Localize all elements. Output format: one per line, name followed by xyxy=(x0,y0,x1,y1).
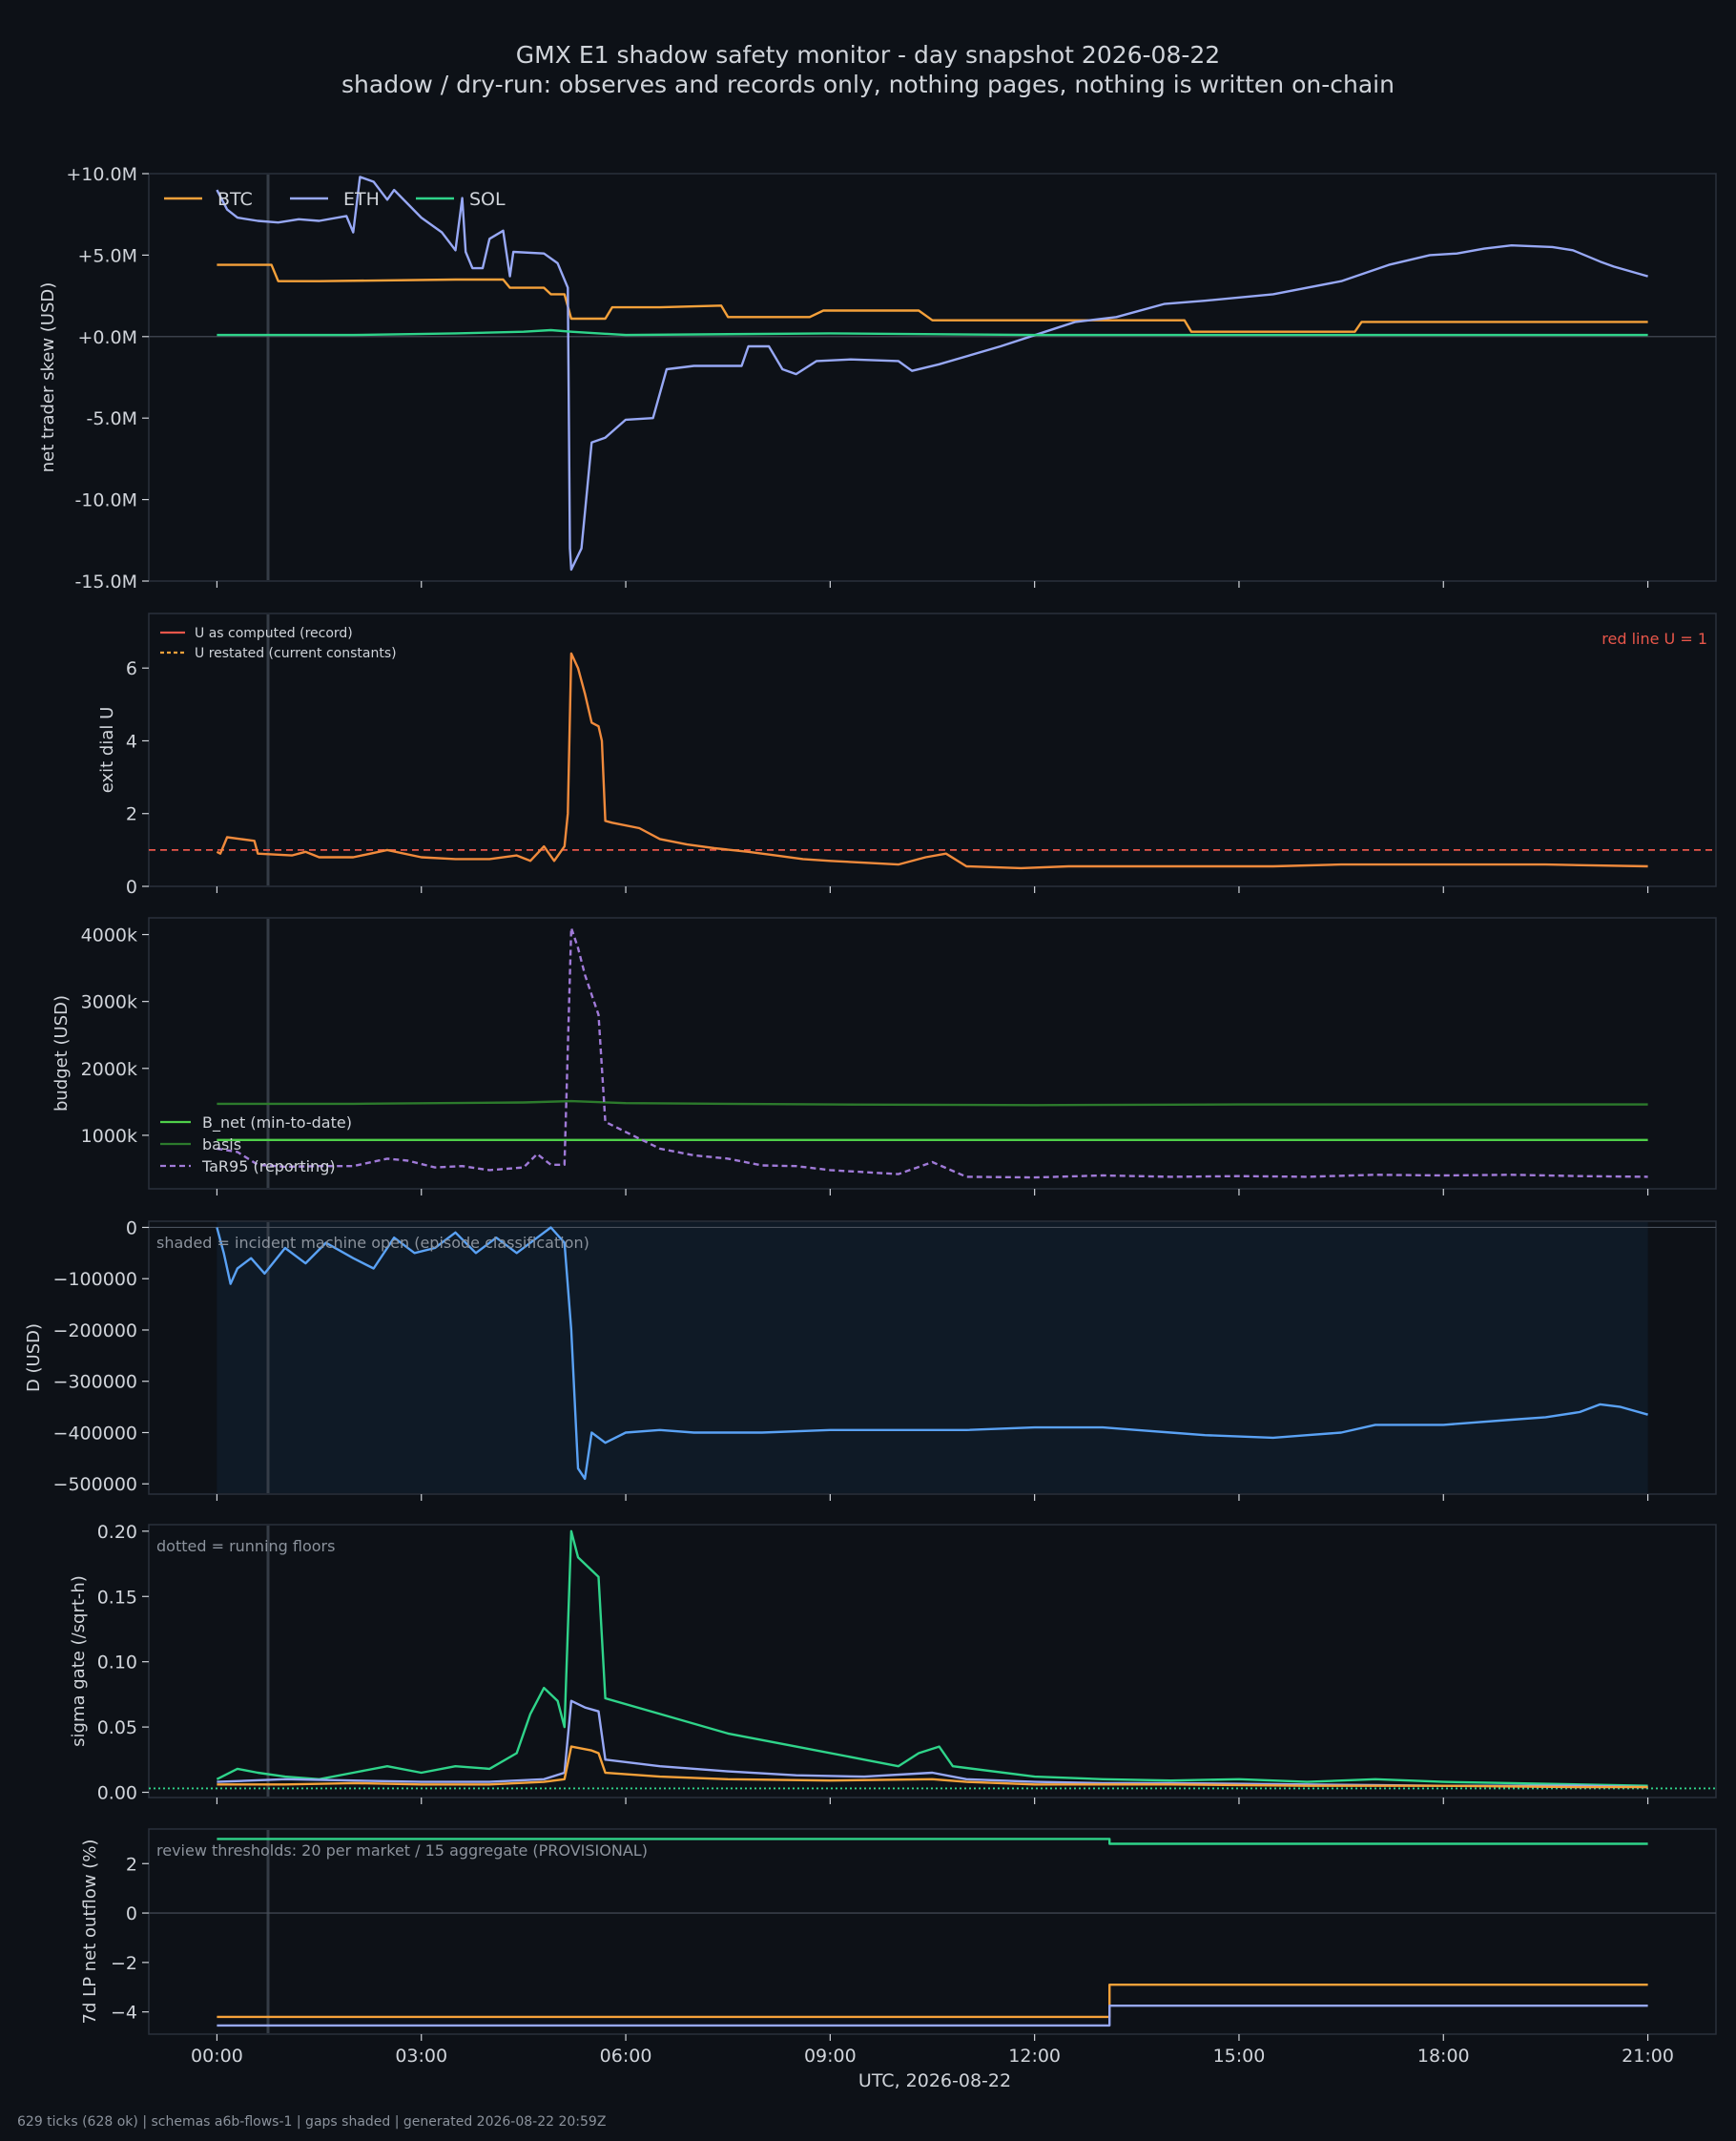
y-axis-label: net trader skew (USD) xyxy=(38,282,58,473)
series-line-d xyxy=(216,1226,1648,1481)
x-tick-label: 15:00 xyxy=(1213,2046,1266,2067)
legend-label: ETH xyxy=(343,189,380,210)
panel-frame-skew xyxy=(148,173,1717,582)
y-tick-label: -10.0M xyxy=(74,490,137,511)
legend-label: basis xyxy=(202,1135,241,1154)
y-tick-label: −500000 xyxy=(53,1474,137,1495)
y-tick-label: −2 xyxy=(111,1953,137,1974)
series-line-btc xyxy=(217,1745,1648,1789)
y-axis-label: sigma gate (/sqrt-h) xyxy=(69,1575,89,1747)
y-tick-label: -5.0M xyxy=(87,408,137,429)
y-tick-label: 4000k xyxy=(81,925,137,946)
y-tick-label: 0.15 xyxy=(97,1587,137,1608)
series-line-sol xyxy=(216,1529,1648,1787)
y-tick-label: 2 xyxy=(126,1854,137,1875)
chart-title: GMX E1 shadow safety monitor - day snaps… xyxy=(516,41,1220,69)
panel-lp_outflow: 2 0 −2 −4 7d LP net outflow (%) 00:00 03:00 06:… xyxy=(80,1828,1717,2067)
y-tick-label: 6 xyxy=(126,658,137,679)
y-tick-label: 0 xyxy=(126,1903,137,1924)
x-tick-label: 21:00 xyxy=(1622,2046,1674,2067)
legend-label: BTC xyxy=(217,189,253,210)
x-tick-label: 12:00 xyxy=(1008,2046,1061,2067)
series-line-btc xyxy=(217,263,1648,333)
incident-shade xyxy=(217,1222,1648,1493)
x-tick-label: 18:00 xyxy=(1417,2046,1470,2067)
y-tick-label: 0.00 xyxy=(97,1783,137,1804)
panel-frame-sigma xyxy=(148,1524,1717,1798)
y-axis-label: D (USD) xyxy=(24,1323,44,1392)
y-tick-label: 3000k xyxy=(81,992,137,1013)
y-tick-label: +10.0M xyxy=(66,164,137,185)
y-tick-label: 0.10 xyxy=(97,1653,137,1673)
series-line-u-as-computed-record- xyxy=(216,652,1648,870)
panel-sigma: 0.00 0.05 0.10 0.15 0.20 sigma gate (/sqrt-h)… xyxy=(69,1522,1717,1804)
y-tick-label: -15.0M xyxy=(74,572,137,592)
legend-label: U restated (current constants) xyxy=(195,646,397,661)
y-tick-label: 4 xyxy=(126,731,137,752)
legend-label: SOL xyxy=(469,189,506,210)
series-line-eth xyxy=(216,176,1648,572)
panel-annotation: review thresholds: 20 per market / 15 ag… xyxy=(156,1841,648,1860)
series-line-btc xyxy=(217,1983,1648,2019)
x-axis-label: UTC, 2026-08-22 xyxy=(858,2070,1011,2091)
annotation-red-line: red line U = 1 xyxy=(1602,630,1707,648)
panel-frame-exit_dial xyxy=(148,613,1717,887)
footer-status: 629 ticks (628 ok) | schemas a6b-flows-1… xyxy=(17,2114,606,2130)
x-tick-label: 00:00 xyxy=(191,2046,243,2067)
y-tick-label: +0.0M xyxy=(77,327,137,348)
y-tick-label: 2 xyxy=(126,804,137,825)
legend-label: TaR95 (reporting) xyxy=(201,1157,336,1175)
y-tick-label: 0 xyxy=(126,877,137,898)
y-tick-label: +5.0M xyxy=(77,245,137,266)
y-tick-label: −4 xyxy=(111,2003,137,2024)
panel-skew: +10.0M +5.0M +0.0M -5.0M -10.0M -15.0M net tra… xyxy=(38,164,1717,592)
y-tick-label: −300000 xyxy=(53,1372,137,1393)
panel-frame-lp_outflow xyxy=(148,1828,1717,2035)
x-tick-label: 09:00 xyxy=(804,2046,857,2067)
series-line-sol xyxy=(217,1838,1648,1845)
x-tick-label: 03:00 xyxy=(395,2046,447,2067)
y-tick-label: 0.20 xyxy=(97,1522,137,1543)
panel-frame-budget xyxy=(148,917,1717,1190)
y-axis-label: exit dial U xyxy=(97,707,117,794)
series-line-eth xyxy=(217,2004,1648,2027)
panel-drawdown: 0 −100000 −200000 −300000 −400000 −500000 D (U… xyxy=(24,1217,1717,1501)
y-tick-label: −400000 xyxy=(53,1423,137,1444)
panel-exit_dial: 0 2 4 6 exit dial U U as computed (record) U r… xyxy=(97,613,1717,898)
y-tick-label: −100000 xyxy=(53,1269,137,1290)
panels-group: +10.0M +5.0M +0.0M -5.0M -10.0M -15.0M net tra… xyxy=(24,164,1717,2067)
y-axis-label: 7d LP net outflow (%) xyxy=(80,1840,100,2025)
y-tick-label: 0.05 xyxy=(97,1717,137,1738)
series-line-eth xyxy=(217,1699,1648,1789)
panel-budget: 1000k 2000k 3000k 4000k budget (USD) B_net (m… xyxy=(52,917,1717,1195)
panel-annotation: shaded = incident machine open (episode … xyxy=(156,1234,589,1252)
legend-label: U as computed (record) xyxy=(195,626,353,641)
chart-subtitle: shadow / dry-run: observes and records o… xyxy=(341,71,1395,98)
y-tick-label: 0 xyxy=(126,1217,137,1238)
y-tick-label: −200000 xyxy=(53,1320,137,1341)
legend-label: B_net (min-to-date) xyxy=(202,1113,352,1133)
y-tick-label: 1000k xyxy=(81,1126,137,1147)
series-line-sol xyxy=(217,328,1648,337)
y-tick-label: 2000k xyxy=(81,1059,137,1080)
panel-annotation: dotted = running floors xyxy=(156,1537,335,1555)
series-line-basis xyxy=(217,1099,1648,1107)
x-tick-label: 06:00 xyxy=(600,2046,652,2067)
y-axis-label: budget (USD) xyxy=(52,995,72,1112)
